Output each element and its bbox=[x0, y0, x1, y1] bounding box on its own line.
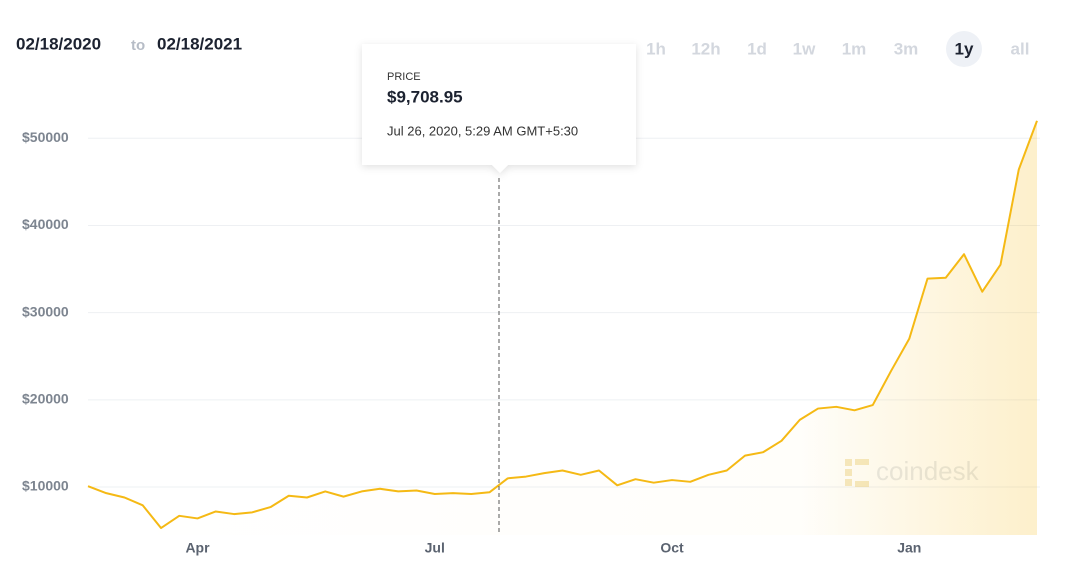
y-tick-label: $50000 bbox=[22, 129, 69, 145]
range-button[interactable]: 12h bbox=[691, 39, 720, 58]
range-buttons: 1h 12h 1d 1w 1m 3m 1y all bbox=[646, 31, 1029, 67]
date-until: 02/18/2021 bbox=[157, 34, 242, 53]
range-button[interactable]: 1w bbox=[793, 39, 816, 58]
range-button[interactable]: all bbox=[1011, 39, 1030, 58]
y-tick-label: $40000 bbox=[22, 216, 69, 232]
plot bbox=[87, 120, 1038, 536]
y-tick-label: $10000 bbox=[22, 478, 69, 494]
range-button[interactable]: 3m bbox=[894, 39, 919, 58]
tooltip-time: Jul 26, 2020, 5:29 AM GMT+5:30 bbox=[387, 123, 578, 138]
area-fill bbox=[88, 120, 1037, 536]
header: 02/18/2020 to 02/18/2021 bbox=[16, 34, 242, 53]
tooltip-value: $9,708.95 bbox=[387, 87, 463, 106]
range-button[interactable]: 1m bbox=[842, 39, 867, 58]
tooltip-box bbox=[362, 44, 636, 173]
price-line bbox=[87, 120, 1038, 530]
x-tick-label: Apr bbox=[185, 540, 210, 556]
x-tick-label: Jul bbox=[425, 540, 445, 556]
tooltip: PRICE $9,708.95 Jul 26, 2020, 5:29 AM GM… bbox=[362, 44, 636, 173]
range-button[interactable]: 1h bbox=[646, 39, 666, 58]
range-button-active[interactable] bbox=[946, 31, 982, 67]
x-tick-label: Oct bbox=[660, 540, 684, 556]
x-tick-label: Jan bbox=[897, 540, 921, 556]
date-sep: to bbox=[131, 37, 145, 54]
range-button[interactable]: 1y bbox=[955, 39, 974, 58]
y-tick-label: $20000 bbox=[22, 391, 69, 407]
range-button[interactable]: 1d bbox=[747, 39, 767, 58]
date-from: 02/18/2020 bbox=[16, 34, 101, 53]
y-tick-label: $30000 bbox=[22, 303, 69, 319]
tooltip-label: PRICE bbox=[387, 71, 421, 83]
